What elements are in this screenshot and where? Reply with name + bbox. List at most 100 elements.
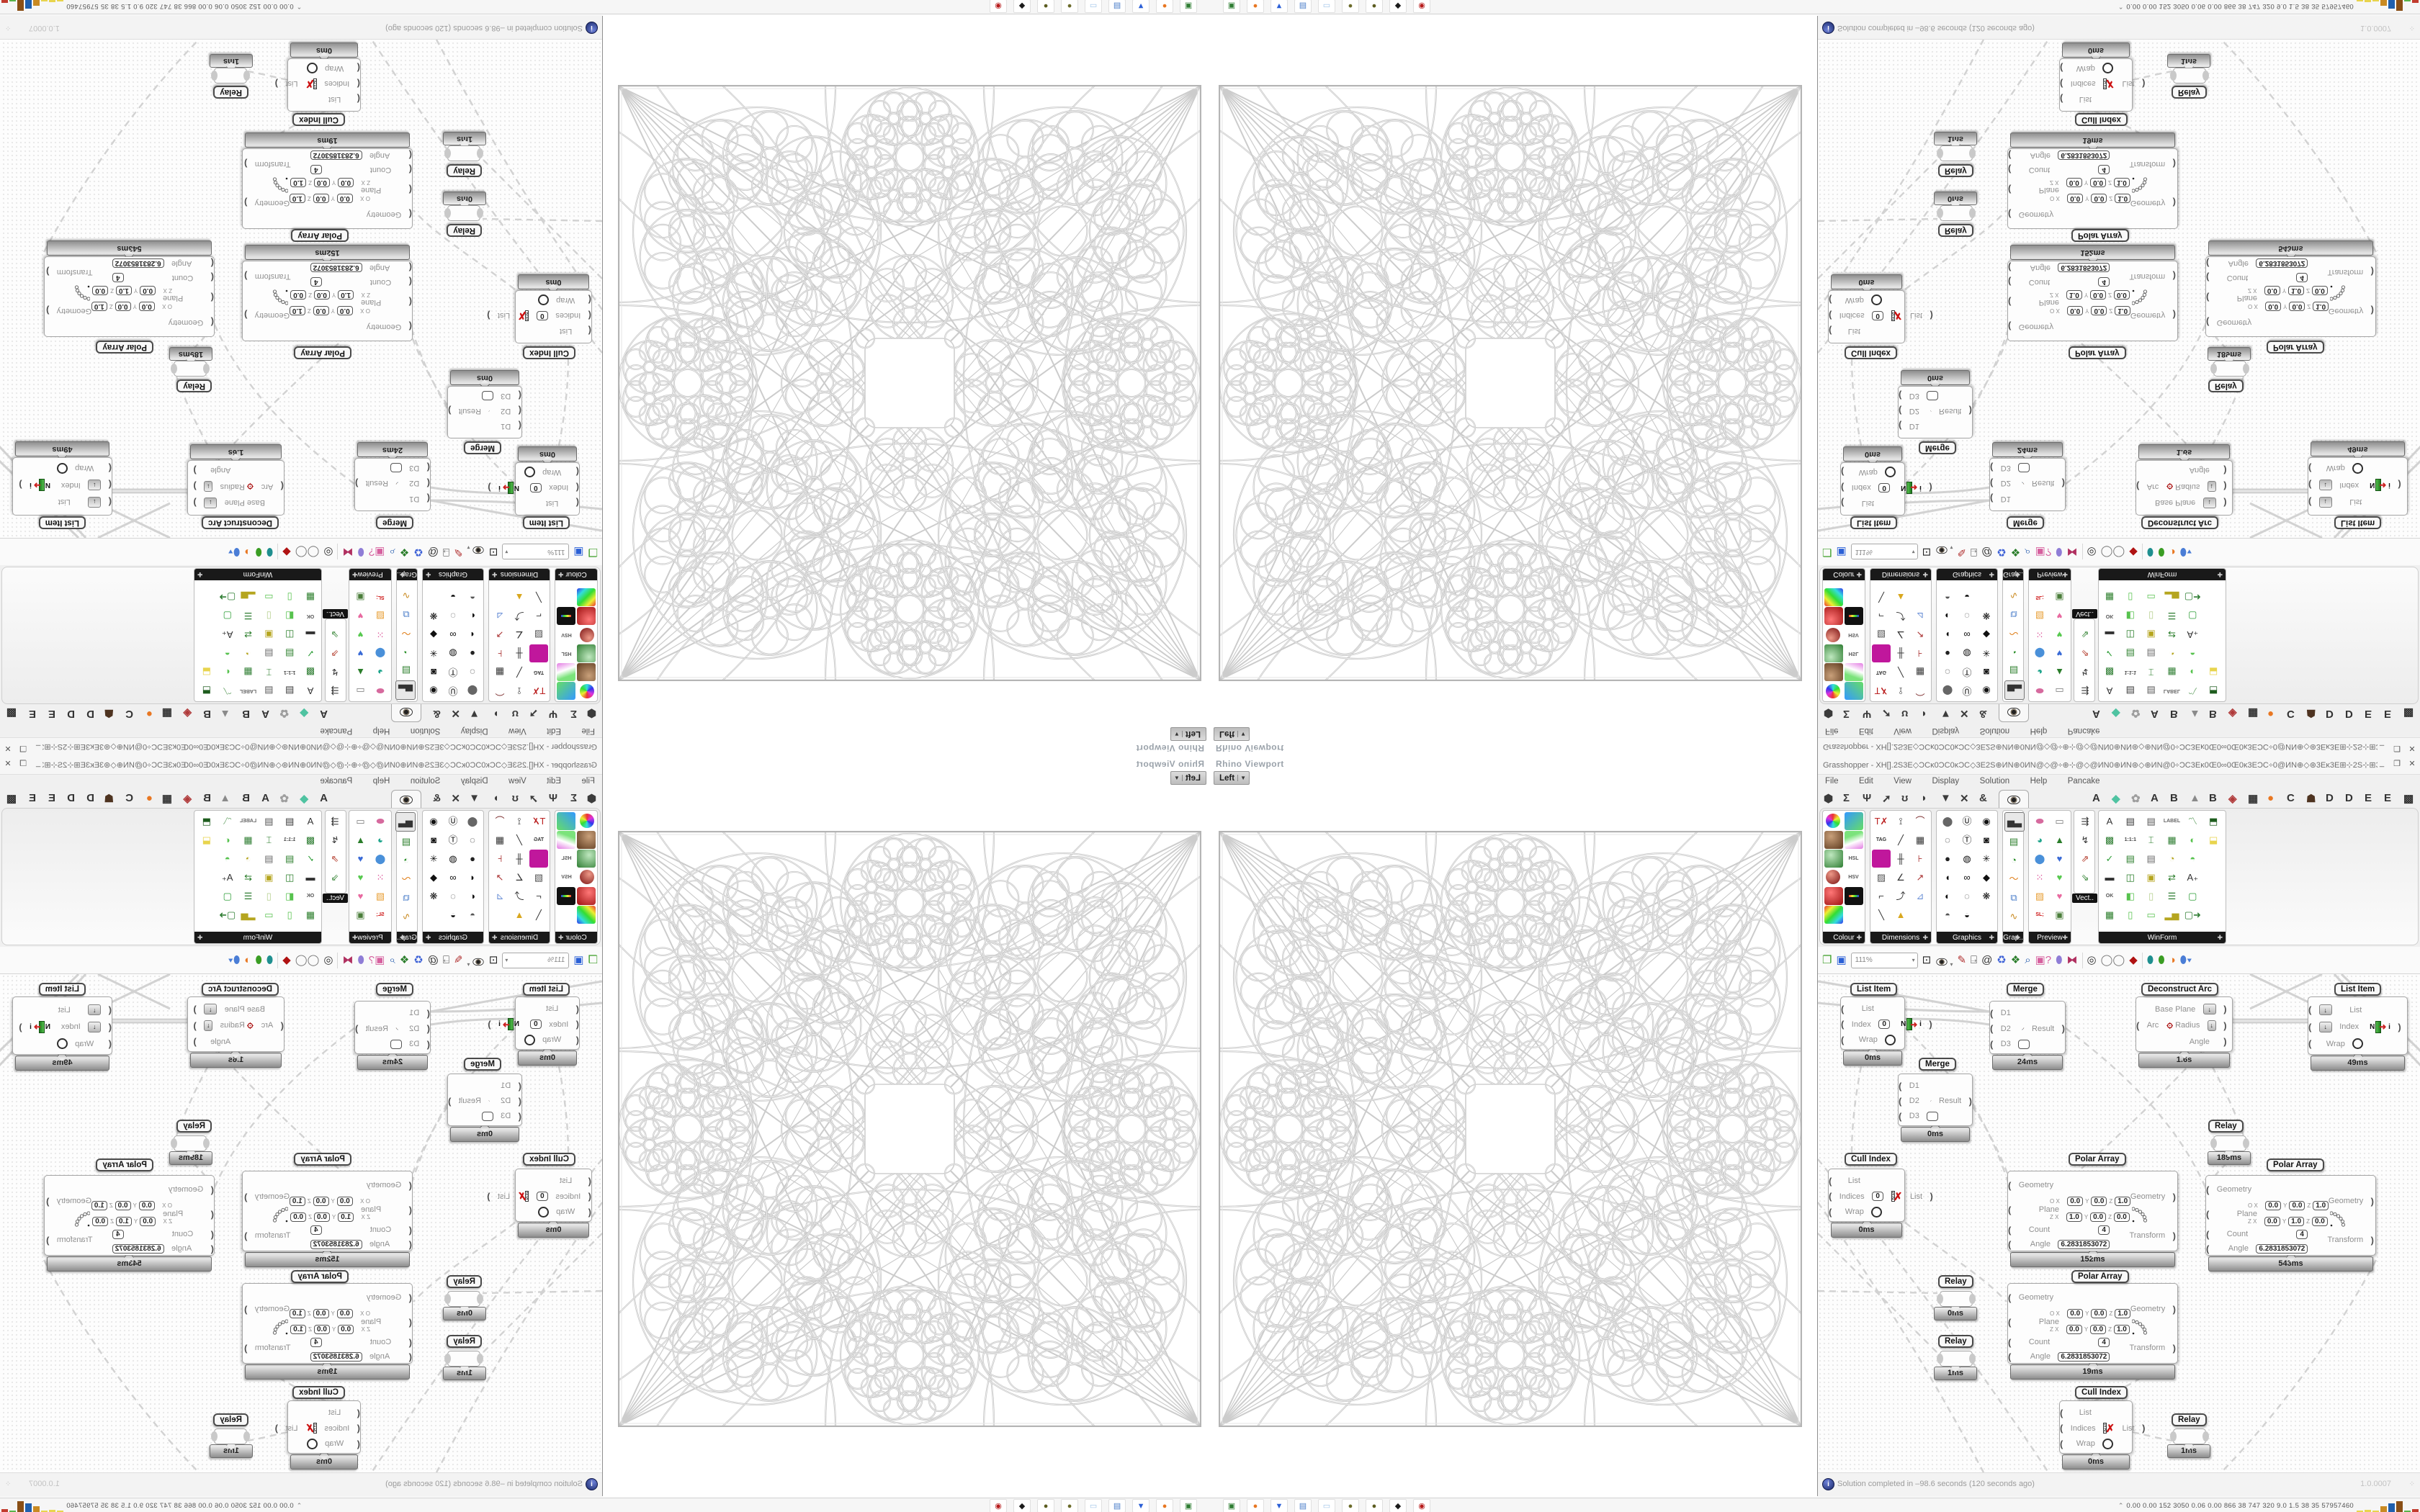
- component-icon[interactable]: [1872, 850, 1891, 868]
- component-icon[interactable]: ▦: [1915, 834, 1925, 845]
- taskbar-app-icon-0[interactable]: ▣: [1223, 1499, 1240, 1512]
- chevron-down-icon[interactable]: ▾: [1912, 549, 1915, 555]
- component-icon[interactable]: ◔: [245, 648, 251, 659]
- node-merge[interactable]: ( D1( D2 Result )( D3: [354, 458, 431, 511]
- tab-plugin-1[interactable]: ◆: [2112, 793, 2120, 805]
- component-icon[interactable]: ◓: [2190, 648, 2196, 659]
- tab-tool-1[interactable]: Σ: [570, 792, 577, 804]
- menu-pancake[interactable]: Pancake: [320, 726, 353, 735]
- component-icon[interactable]: ▢➜: [219, 592, 236, 603]
- component-icon[interactable]: ▤: [285, 816, 295, 827]
- tab-tool-4[interactable]: ʊ: [1901, 708, 1909, 720]
- component-icon[interactable]: ▩: [2105, 834, 2115, 845]
- component-icon[interactable]: ◒: [1964, 909, 1970, 920]
- component-icon[interactable]: [577, 588, 596, 606]
- taskbar-app-icon-8[interactable]: ◉: [990, 0, 1007, 13]
- component-icon[interactable]: ☰: [243, 611, 253, 621]
- component-icon[interactable]: [577, 887, 596, 905]
- node-label-listitem[interactable]: List Item: [522, 516, 570, 529]
- component-icon[interactable]: HSV: [1848, 875, 1859, 880]
- component-icon[interactable]: ◧: [285, 891, 295, 901]
- toolbar-icon-22[interactable]: ⬮▾: [228, 546, 241, 558]
- tab-tool-3[interactable]: ➚: [1882, 793, 1891, 805]
- component-icon[interactable]: ▭: [2146, 592, 2156, 603]
- tab-plugin-12[interactable]: D: [2326, 708, 2334, 720]
- component-icon[interactable]: ↯: [331, 667, 339, 678]
- component-icon[interactable]: ◕: [377, 834, 383, 845]
- component-icon[interactable]: ▬: [2105, 629, 2115, 640]
- component-icon[interactable]: ↗: [1916, 629, 1924, 640]
- component-icon[interactable]: ⌒: [1915, 685, 1925, 696]
- component-icon[interactable]: ▭: [2146, 909, 2156, 920]
- tab-plugin-14[interactable]: E: [48, 792, 55, 804]
- component-icon[interactable]: ⬬: [2035, 685, 2044, 696]
- node-label-cull[interactable]: Cull Index: [2075, 1386, 2128, 1399]
- toolbar-icon-21[interactable]: ◑: [244, 546, 251, 558]
- component-icon[interactable]: ⬤: [467, 685, 478, 696]
- node-label-merge[interactable]: Merge: [1919, 441, 1956, 454]
- component-icon[interactable]: ◫: [2125, 629, 2135, 640]
- component-icon[interactable]: Ⓣ: [1962, 667, 1972, 678]
- component-icon[interactable]: ▤: [2009, 836, 2019, 847]
- component-icon[interactable]: ⬓: [202, 834, 211, 845]
- component-icon[interactable]: ◓: [2190, 853, 2196, 864]
- component-icon[interactable]: ▤: [2146, 648, 2156, 659]
- component-icon[interactable]: ▨: [534, 872, 544, 883]
- component-icon[interactable]: ⬬: [376, 816, 385, 827]
- component-icon[interactable]: SL;: [2035, 595, 2044, 600]
- toolbar-icon-16[interactable]: ◯◯: [2100, 546, 2125, 558]
- panel-expand-icon[interactable]: ✚: [2062, 571, 2068, 579]
- tab-plugin-6[interactable]: B: [203, 708, 211, 720]
- tab-plugin-16[interactable]: ▩: [6, 793, 17, 805]
- chevron-down-icon[interactable]: ▾: [1912, 957, 1915, 963]
- tab-plugin-7[interactable]: ◈: [183, 793, 192, 805]
- toolbar-icon-7[interactable]: @: [427, 546, 439, 558]
- component-icon[interactable]: ●: [1945, 853, 1950, 864]
- taskbar-app-icon-0[interactable]: ▣: [1180, 0, 1197, 13]
- component-icon[interactable]: ⇄: [2168, 629, 2176, 640]
- component-icon[interactable]: ⊿: [496, 891, 504, 901]
- toolbar-icon-20[interactable]: ⬮: [2158, 954, 2165, 966]
- node-label-relay[interactable]: Relay: [447, 164, 482, 177]
- toolbar-icon-15[interactable]: ◎: [2087, 546, 2097, 558]
- angle-value[interactable]: 6.2831853072: [112, 258, 164, 269]
- toolbar-icon-10[interactable]: ⌕: [389, 546, 395, 558]
- palette-panel-header[interactable]: Graphics ✚: [423, 569, 483, 580]
- component-icon[interactable]: ▅▃: [2004, 812, 2025, 832]
- expression-button[interactable]: ↓: [88, 1004, 102, 1016]
- tab-plugin-1[interactable]: ◆: [2112, 707, 2120, 719]
- component-icon[interactable]: A₊: [221, 629, 233, 640]
- tab-plugin-7[interactable]: ◈: [2228, 707, 2237, 719]
- component-icon[interactable]: ◐: [470, 891, 475, 901]
- component-icon[interactable]: ▯: [2148, 891, 2154, 901]
- tab-plugin-8[interactable]: ▦: [2248, 793, 2259, 805]
- wrap-toggle[interactable]: [2102, 63, 2114, 74]
- tab-plugin-10[interactable]: C: [125, 792, 133, 804]
- tab-tool-1[interactable]: Σ: [1843, 708, 1850, 720]
- component-icon[interactable]: ▤: [2125, 648, 2135, 659]
- node-label-darc[interactable]: Deconstruct Arc: [201, 516, 279, 529]
- toolbar-icon-12[interactable]: ⬮: [357, 954, 364, 966]
- grasshopper-titlebar[interactable]: Grasshopper - XH[].2S3E◇ƆCĸ0ƆC0ĸƆC◇3E2S⊕…: [1818, 756, 2420, 775]
- component-icon[interactable]: ▦: [243, 667, 253, 678]
- component-icon[interactable]: ◍: [449, 648, 457, 659]
- relay-node[interactable]: [2213, 361, 2246, 377]
- tab-plugin-0[interactable]: A: [2092, 792, 2100, 804]
- node-polar[interactable]: ( Geometry( Plane O X 0.0 Y 0.0 Z 1.0 Z X 0.0 Y…: [2205, 256, 2376, 337]
- component-icon[interactable]: LABEL: [2163, 819, 2181, 824]
- toolbar-icon-19[interactable]: ⬮: [266, 954, 274, 966]
- indices-value[interactable]: 0: [536, 1192, 548, 1202]
- toolbar-icon-12[interactable]: ⬮: [2056, 546, 2063, 558]
- count-value[interactable]: 4: [2098, 165, 2110, 175]
- toolbar-icon-1[interactable]: ▣: [1836, 546, 1847, 558]
- component-icon[interactable]: ◐: [1945, 891, 1950, 901]
- wrap-toggle[interactable]: [1871, 1206, 1883, 1218]
- node-cull[interactable]: ( List( Indices 1 2 ✗ List )( Wrap: [2059, 1400, 2145, 1454]
- menu-edit[interactable]: Edit: [1858, 726, 1873, 735]
- component-icon[interactable]: ╱: [516, 834, 522, 845]
- wrap-toggle[interactable]: [537, 294, 549, 306]
- menu-display[interactable]: Display: [460, 726, 488, 735]
- component-icon[interactable]: ◖: [470, 872, 475, 883]
- component-icon[interactable]: [580, 870, 594, 884]
- relay-node[interactable]: [1940, 145, 1973, 161]
